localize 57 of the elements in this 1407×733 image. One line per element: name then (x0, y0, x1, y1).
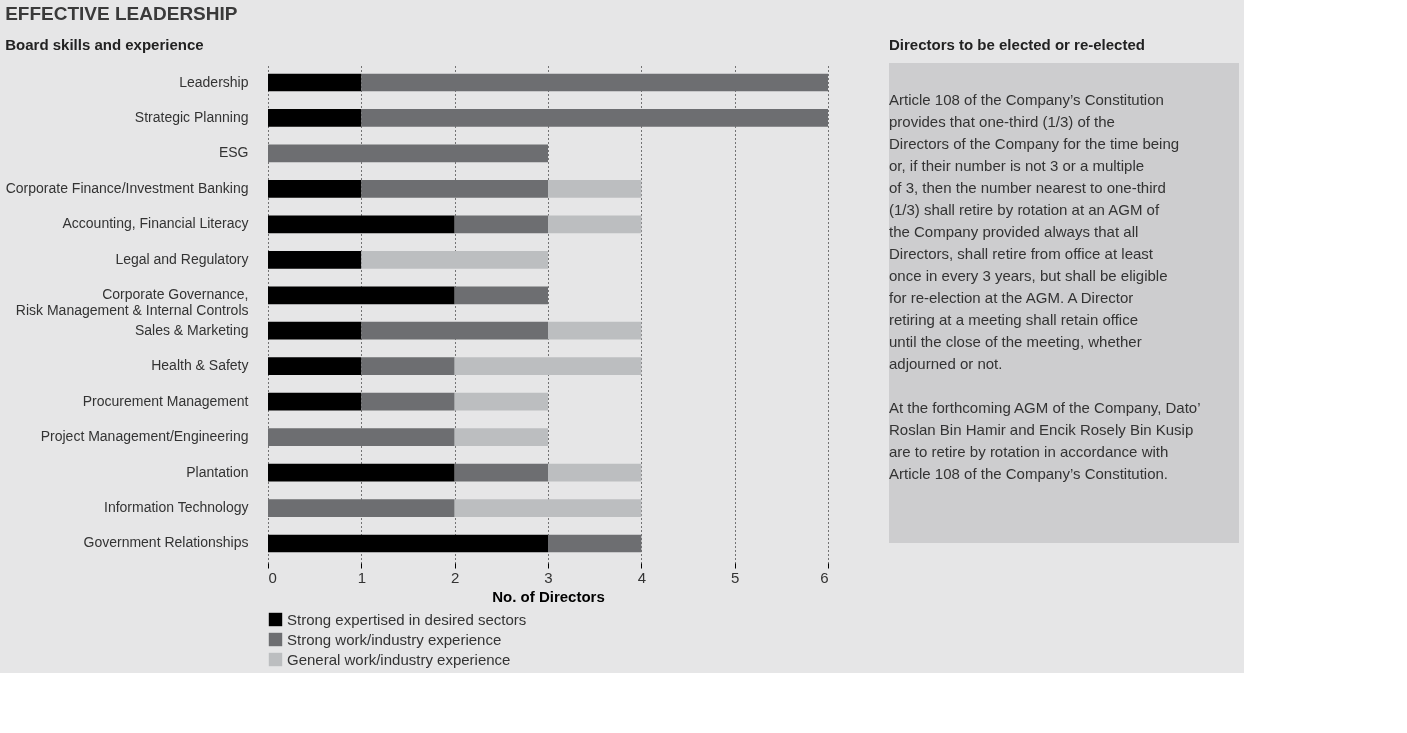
y-tick-label: Leadership (179, 73, 249, 90)
x-axis-title: No. of Directors (492, 587, 605, 605)
bar (454, 499, 642, 517)
bar (361, 321, 548, 340)
bar (361, 392, 455, 411)
y-tick-label: Procurement Management (82, 392, 249, 409)
bar (268, 286, 455, 305)
bar (268, 428, 455, 446)
y-tick-label: Legal and Regulatory (115, 250, 249, 267)
bar (268, 499, 455, 517)
y-tick-label: Strategic Planning (134, 108, 249, 125)
text: At the forthcoming AGM of the Company, Dato’ Roslan Bin Hamir and Encik Rosely Bin Kusip are to retire by rotation in accordance with Article 108 of the Company’s Constitution. (889, 399, 1201, 482)
y-tick-label: Corporate Governance, Risk Management & Internal Controls (15, 286, 249, 319)
y-tick-label: Health & Safety (151, 357, 249, 374)
x-tick-label: 0 (268, 568, 277, 586)
legend-label: General work/industry experience (287, 650, 511, 668)
x-tick-label: 6 (820, 568, 829, 586)
bar (454, 357, 642, 376)
bar (361, 180, 548, 198)
bar (548, 215, 642, 234)
y-tick-label: Government Relationships (83, 534, 249, 551)
legend-label: Strong expertised in desired sectors (287, 610, 527, 628)
bar (454, 215, 548, 234)
bar (454, 463, 548, 482)
x-tick-label: 4 (637, 568, 647, 586)
bar (268, 215, 455, 234)
text: Board skills and experience (5, 36, 204, 53)
y-tick-label: ESG (218, 144, 249, 161)
bar (361, 357, 455, 376)
y-tick-label: Accounting, Financial Literacy (62, 215, 249, 232)
y-tick-label: Corporate Finance/Investment Banking (5, 179, 249, 196)
text: Directors to be elected or re-elected (889, 36, 1145, 53)
x-tick-label: 3 (544, 568, 553, 586)
bar (361, 73, 828, 92)
bar (454, 286, 548, 305)
text: Article 108 of the Company’s Constitution provides that one-third (1/3) of the Directors of the Company for the time being or, if their number is not 3 or a multiple of 3, then the number nearest to one-third (1/3) shall retire by rotation at an AGM of the Company provided always that all Directors, shall retire from office at least once in every 3 years, but shall be eligible for re-election at the AGM. A Director retiring at a meeting shall retain office until the close of the meeting, whether adjourned or not. (889, 91, 1180, 372)
y-tick-label: Sales & Marketing (134, 321, 249, 338)
bar (548, 463, 642, 482)
legend-label: Strong work/industry experience (287, 630, 502, 648)
bar (268, 144, 548, 163)
y-tick-label: Plantation (186, 463, 249, 480)
bar (454, 392, 548, 411)
y-tick-label: Project Management/Engineering (40, 428, 249, 445)
bar (548, 534, 642, 553)
bar (268, 321, 362, 340)
bar (268, 534, 548, 553)
chart-title: EFFECTIVE LEADERSHIP (5, 3, 238, 24)
bar (361, 109, 828, 127)
x-tick-label: 2 (450, 568, 460, 586)
bar (268, 250, 362, 269)
x-tick-label: 5 (730, 568, 740, 586)
y-tick-label: Information Technology (104, 499, 249, 516)
x-tick-label: 1 (357, 568, 367, 586)
bar (361, 250, 548, 269)
bar (454, 428, 548, 446)
bar (548, 180, 642, 198)
bar (548, 321, 642, 340)
